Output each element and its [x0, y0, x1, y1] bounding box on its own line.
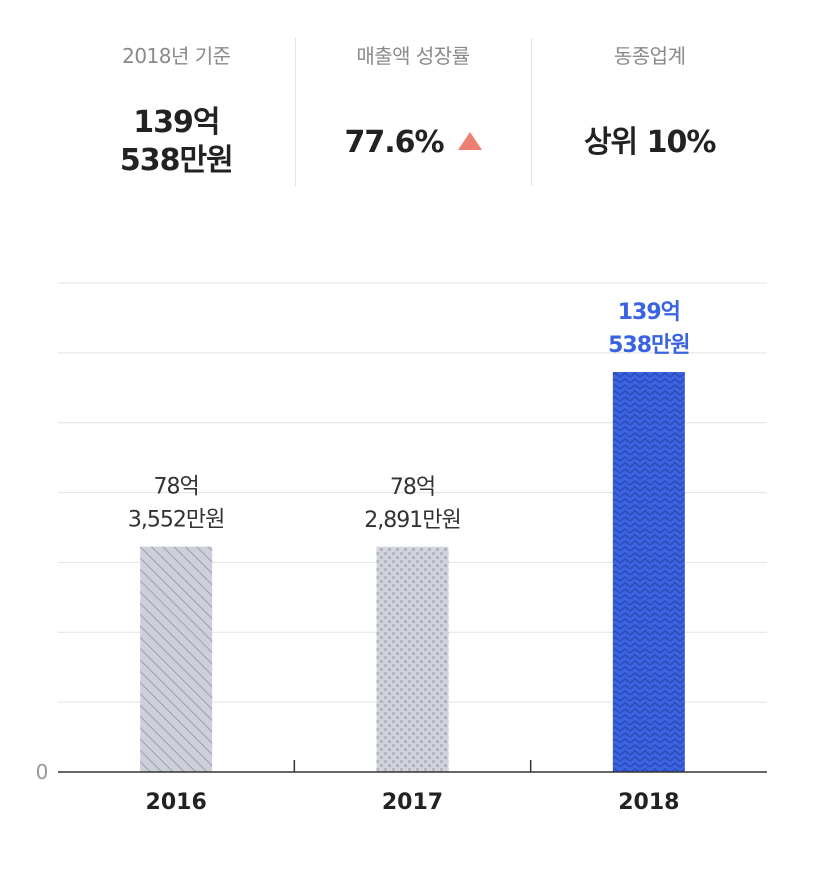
data-label-2018: 538만원 — [608, 333, 689, 358]
summary-stats: 2018년 기준 139억 538만원 매출액 성장률 77.6% 동종업계 상… — [58, 0, 768, 200]
bar-2017 — [376, 546, 449, 772]
bar-2018 — [612, 372, 685, 772]
data-label-2017: 2,891만원 — [364, 508, 460, 533]
stat-value: 139억 538만원 — [58, 104, 295, 180]
data-label-2016: 78억 — [154, 475, 199, 500]
y-tick-label: 0 — [36, 760, 49, 784]
stat-value-line: 538만원 — [119, 143, 234, 178]
data-label-2017: 78억 — [390, 475, 435, 500]
stat-value-line: 상위 10% — [583, 125, 716, 160]
stat-growth-rate: 매출액 성장률 77.6% — [294, 0, 532, 200]
up-triangle-icon — [457, 132, 482, 150]
x-tick-label: 2017 — [382, 790, 443, 815]
data-label-2018: 139억 — [618, 300, 680, 325]
stat-value-line: 77.6% — [344, 125, 444, 160]
stat-label: 2018년 기준 — [122, 44, 231, 68]
bar-2016 — [140, 546, 213, 772]
x-tick-label: 2016 — [146, 790, 207, 815]
stat-value-line: 139억 — [133, 105, 220, 140]
stat-base-year-revenue: 2018년 기준 139억 538만원 — [58, 0, 295, 200]
stat-label: 동종업계 — [613, 44, 686, 68]
x-tick-label: 2018 — [618, 790, 679, 815]
stat-value: 77.6% — [295, 124, 532, 162]
stat-label: 매출액 성장률 — [356, 44, 470, 68]
data-label-2016: 3,552만원 — [128, 508, 224, 533]
stat-industry-rank: 동종업계 상위 10% — [531, 0, 768, 200]
stat-value: 상위 10% — [531, 124, 768, 162]
